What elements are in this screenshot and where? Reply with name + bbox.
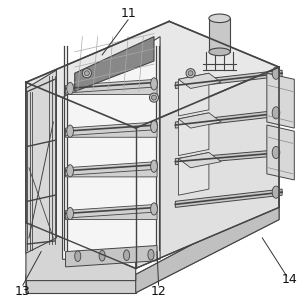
Ellipse shape (67, 165, 74, 177)
Polygon shape (175, 70, 282, 88)
Ellipse shape (151, 203, 157, 215)
Polygon shape (178, 113, 209, 156)
Ellipse shape (272, 186, 280, 198)
Polygon shape (66, 162, 157, 177)
Circle shape (82, 69, 91, 78)
Ellipse shape (67, 207, 74, 220)
Polygon shape (178, 152, 221, 168)
Polygon shape (26, 223, 136, 281)
Polygon shape (267, 73, 294, 128)
Ellipse shape (151, 78, 157, 90)
Ellipse shape (151, 160, 157, 172)
Ellipse shape (272, 146, 280, 159)
Polygon shape (26, 21, 279, 128)
Polygon shape (66, 79, 157, 95)
Polygon shape (175, 110, 282, 128)
Polygon shape (66, 122, 157, 137)
Ellipse shape (99, 250, 105, 261)
Polygon shape (66, 246, 157, 267)
Polygon shape (178, 113, 221, 128)
Ellipse shape (272, 67, 280, 79)
Ellipse shape (75, 251, 81, 261)
Polygon shape (175, 149, 282, 165)
Polygon shape (26, 82, 136, 268)
Ellipse shape (209, 14, 230, 23)
Polygon shape (66, 204, 157, 220)
Polygon shape (178, 73, 209, 116)
Ellipse shape (124, 250, 130, 260)
Circle shape (188, 71, 193, 76)
Polygon shape (136, 198, 279, 293)
Circle shape (149, 93, 159, 102)
Polygon shape (26, 274, 136, 293)
Text: 11: 11 (120, 7, 136, 20)
Ellipse shape (148, 249, 154, 260)
Ellipse shape (151, 120, 157, 133)
Polygon shape (75, 37, 154, 92)
Circle shape (84, 71, 89, 76)
Polygon shape (136, 67, 279, 268)
Polygon shape (26, 198, 279, 293)
Circle shape (152, 95, 156, 100)
Polygon shape (63, 37, 160, 259)
Ellipse shape (67, 82, 74, 95)
Text: 12: 12 (151, 285, 166, 298)
Ellipse shape (67, 125, 74, 137)
Polygon shape (267, 125, 294, 180)
Polygon shape (175, 189, 282, 207)
Text: 14: 14 (282, 273, 298, 285)
Polygon shape (178, 73, 221, 88)
Polygon shape (178, 152, 209, 195)
Text: 13: 13 (15, 285, 31, 298)
Ellipse shape (272, 107, 280, 119)
Circle shape (186, 69, 195, 78)
Polygon shape (26, 70, 56, 253)
Ellipse shape (209, 48, 230, 56)
Polygon shape (209, 18, 230, 52)
